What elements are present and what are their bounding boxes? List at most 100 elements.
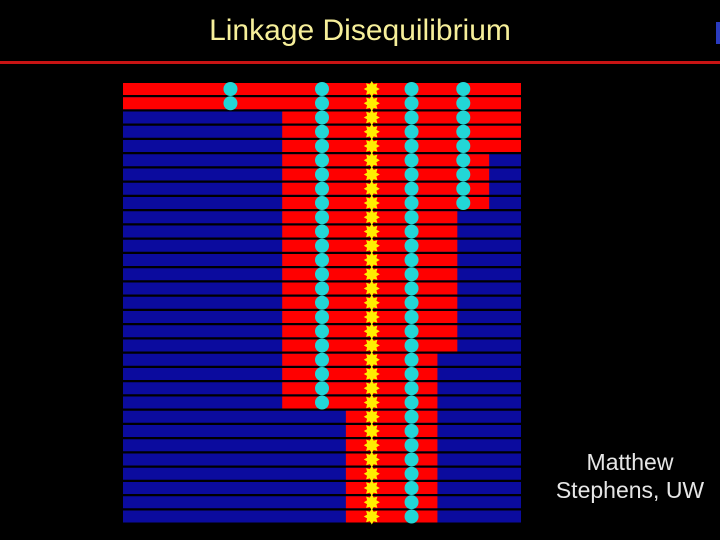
yellow-snp-marker — [363, 95, 380, 112]
edge-mark — [716, 22, 720, 44]
yellow-snp-marker — [363, 195, 380, 211]
yellow-snp-marker — [363, 309, 380, 325]
ancestral-segment — [282, 182, 490, 195]
cyan-snp-marker — [404, 110, 419, 125]
cyan-snp-marker — [315, 139, 329, 153]
cyan-snp-marker — [404, 324, 419, 339]
cyan-snp-marker — [315, 181, 329, 196]
cyan-snp-marker — [456, 124, 471, 139]
cyan-snp-marker — [315, 196, 329, 210]
cyan-snp-marker — [315, 367, 329, 381]
yellow-snp-marker — [363, 480, 380, 496]
cyan-snp-marker — [404, 96, 419, 111]
yellow-snp-marker — [363, 465, 380, 482]
cyan-snp-marker — [404, 196, 419, 210]
cyan-snp-marker — [404, 167, 419, 182]
cyan-snp-marker — [315, 82, 329, 96]
cyan-snp-marker — [404, 82, 419, 96]
yellow-snp-marker — [363, 423, 380, 439]
cyan-snp-marker — [315, 338, 329, 353]
cyan-snp-marker — [404, 139, 419, 153]
cyan-snp-marker — [315, 295, 329, 310]
cyan-snp-marker — [404, 267, 419, 282]
cyan-snp-marker — [315, 253, 329, 267]
cyan-snp-marker — [404, 281, 419, 296]
cyan-snp-marker — [315, 124, 329, 139]
cyan-snp-marker — [404, 509, 419, 524]
cyan-snp-marker — [404, 210, 419, 225]
haplotype-bar — [123, 453, 521, 466]
cyan-snp-marker — [456, 139, 471, 153]
cyan-snp-marker — [315, 310, 329, 324]
cyan-snp-marker — [404, 367, 419, 381]
ancestral-segment — [345, 439, 438, 452]
cyan-snp-marker — [223, 82, 238, 96]
cyan-snp-marker — [456, 167, 471, 182]
yellow-snp-marker — [363, 408, 380, 425]
cyan-snp-marker — [404, 310, 419, 324]
ancestral-segment — [345, 453, 438, 466]
cyan-snp-marker — [404, 224, 419, 239]
cyan-snp-marker — [404, 495, 419, 510]
cyan-snp-marker — [404, 238, 419, 253]
yellow-snp-marker — [363, 138, 380, 154]
haplotype-bar — [123, 482, 521, 494]
cyan-snp-marker — [315, 96, 329, 111]
credit-line-1: Matthew — [586, 449, 674, 475]
yellow-snp-marker — [363, 123, 380, 140]
cyan-snp-marker — [456, 153, 471, 168]
cyan-snp-marker — [315, 153, 329, 168]
cyan-snp-marker — [315, 210, 329, 225]
cyan-snp-marker — [456, 110, 471, 125]
yellow-snp-marker — [363, 109, 380, 126]
slide-title: Linkage Disequilibrium — [209, 14, 511, 47]
yellow-snp-marker — [363, 237, 380, 254]
ancestral-segment — [345, 510, 438, 523]
cyan-snp-marker — [315, 110, 329, 125]
yellow-snp-marker — [363, 337, 380, 354]
yellow-snp-marker — [363, 209, 380, 226]
cyan-snp-marker — [315, 352, 329, 367]
yellow-snp-marker — [363, 252, 380, 268]
cyan-snp-marker — [404, 452, 419, 467]
cyan-snp-marker — [404, 338, 419, 353]
haplotype-bar — [123, 496, 521, 509]
cyan-snp-marker — [315, 324, 329, 339]
cyan-snp-marker — [456, 181, 471, 196]
yellow-snp-marker — [363, 223, 380, 240]
credit-line-2: Stephens, UW — [555, 477, 705, 503]
yellow-snp-marker — [363, 451, 380, 468]
yellow-snp-marker — [363, 494, 380, 511]
author-credit: Matthew Stephens, UW — [540, 448, 720, 504]
cyan-snp-marker — [404, 424, 419, 438]
yellow-snp-marker — [363, 180, 380, 197]
yellow-snp-marker — [363, 366, 380, 382]
cyan-snp-marker — [404, 181, 419, 196]
cyan-snp-marker — [315, 395, 329, 410]
cyan-snp-marker — [315, 238, 329, 253]
haplotype-bar — [123, 467, 521, 480]
cyan-snp-marker — [404, 438, 419, 453]
yellow-snp-marker — [363, 266, 380, 283]
cyan-snp-marker — [404, 295, 419, 310]
cyan-snp-marker — [315, 381, 329, 396]
cyan-snp-marker — [456, 96, 471, 111]
cyan-snp-marker — [404, 481, 419, 495]
haplotype-bar — [123, 425, 521, 437]
haplotype-bar — [123, 510, 521, 523]
yellow-snp-marker — [363, 166, 380, 183]
haplotype-bar — [123, 410, 521, 423]
yellow-snp-marker — [363, 323, 380, 340]
cyan-snp-marker — [404, 466, 419, 481]
yellow-snp-marker — [363, 81, 380, 97]
cyan-snp-marker — [404, 381, 419, 396]
yellow-snp-marker — [363, 280, 380, 297]
ancestral-segment — [345, 482, 438, 494]
yellow-snp-marker — [363, 351, 380, 368]
cyan-snp-marker — [315, 224, 329, 239]
ancestral-segment — [282, 168, 490, 181]
ancestral-segment — [282, 154, 490, 167]
cyan-snp-marker — [404, 253, 419, 267]
cyan-snp-marker — [315, 267, 329, 282]
